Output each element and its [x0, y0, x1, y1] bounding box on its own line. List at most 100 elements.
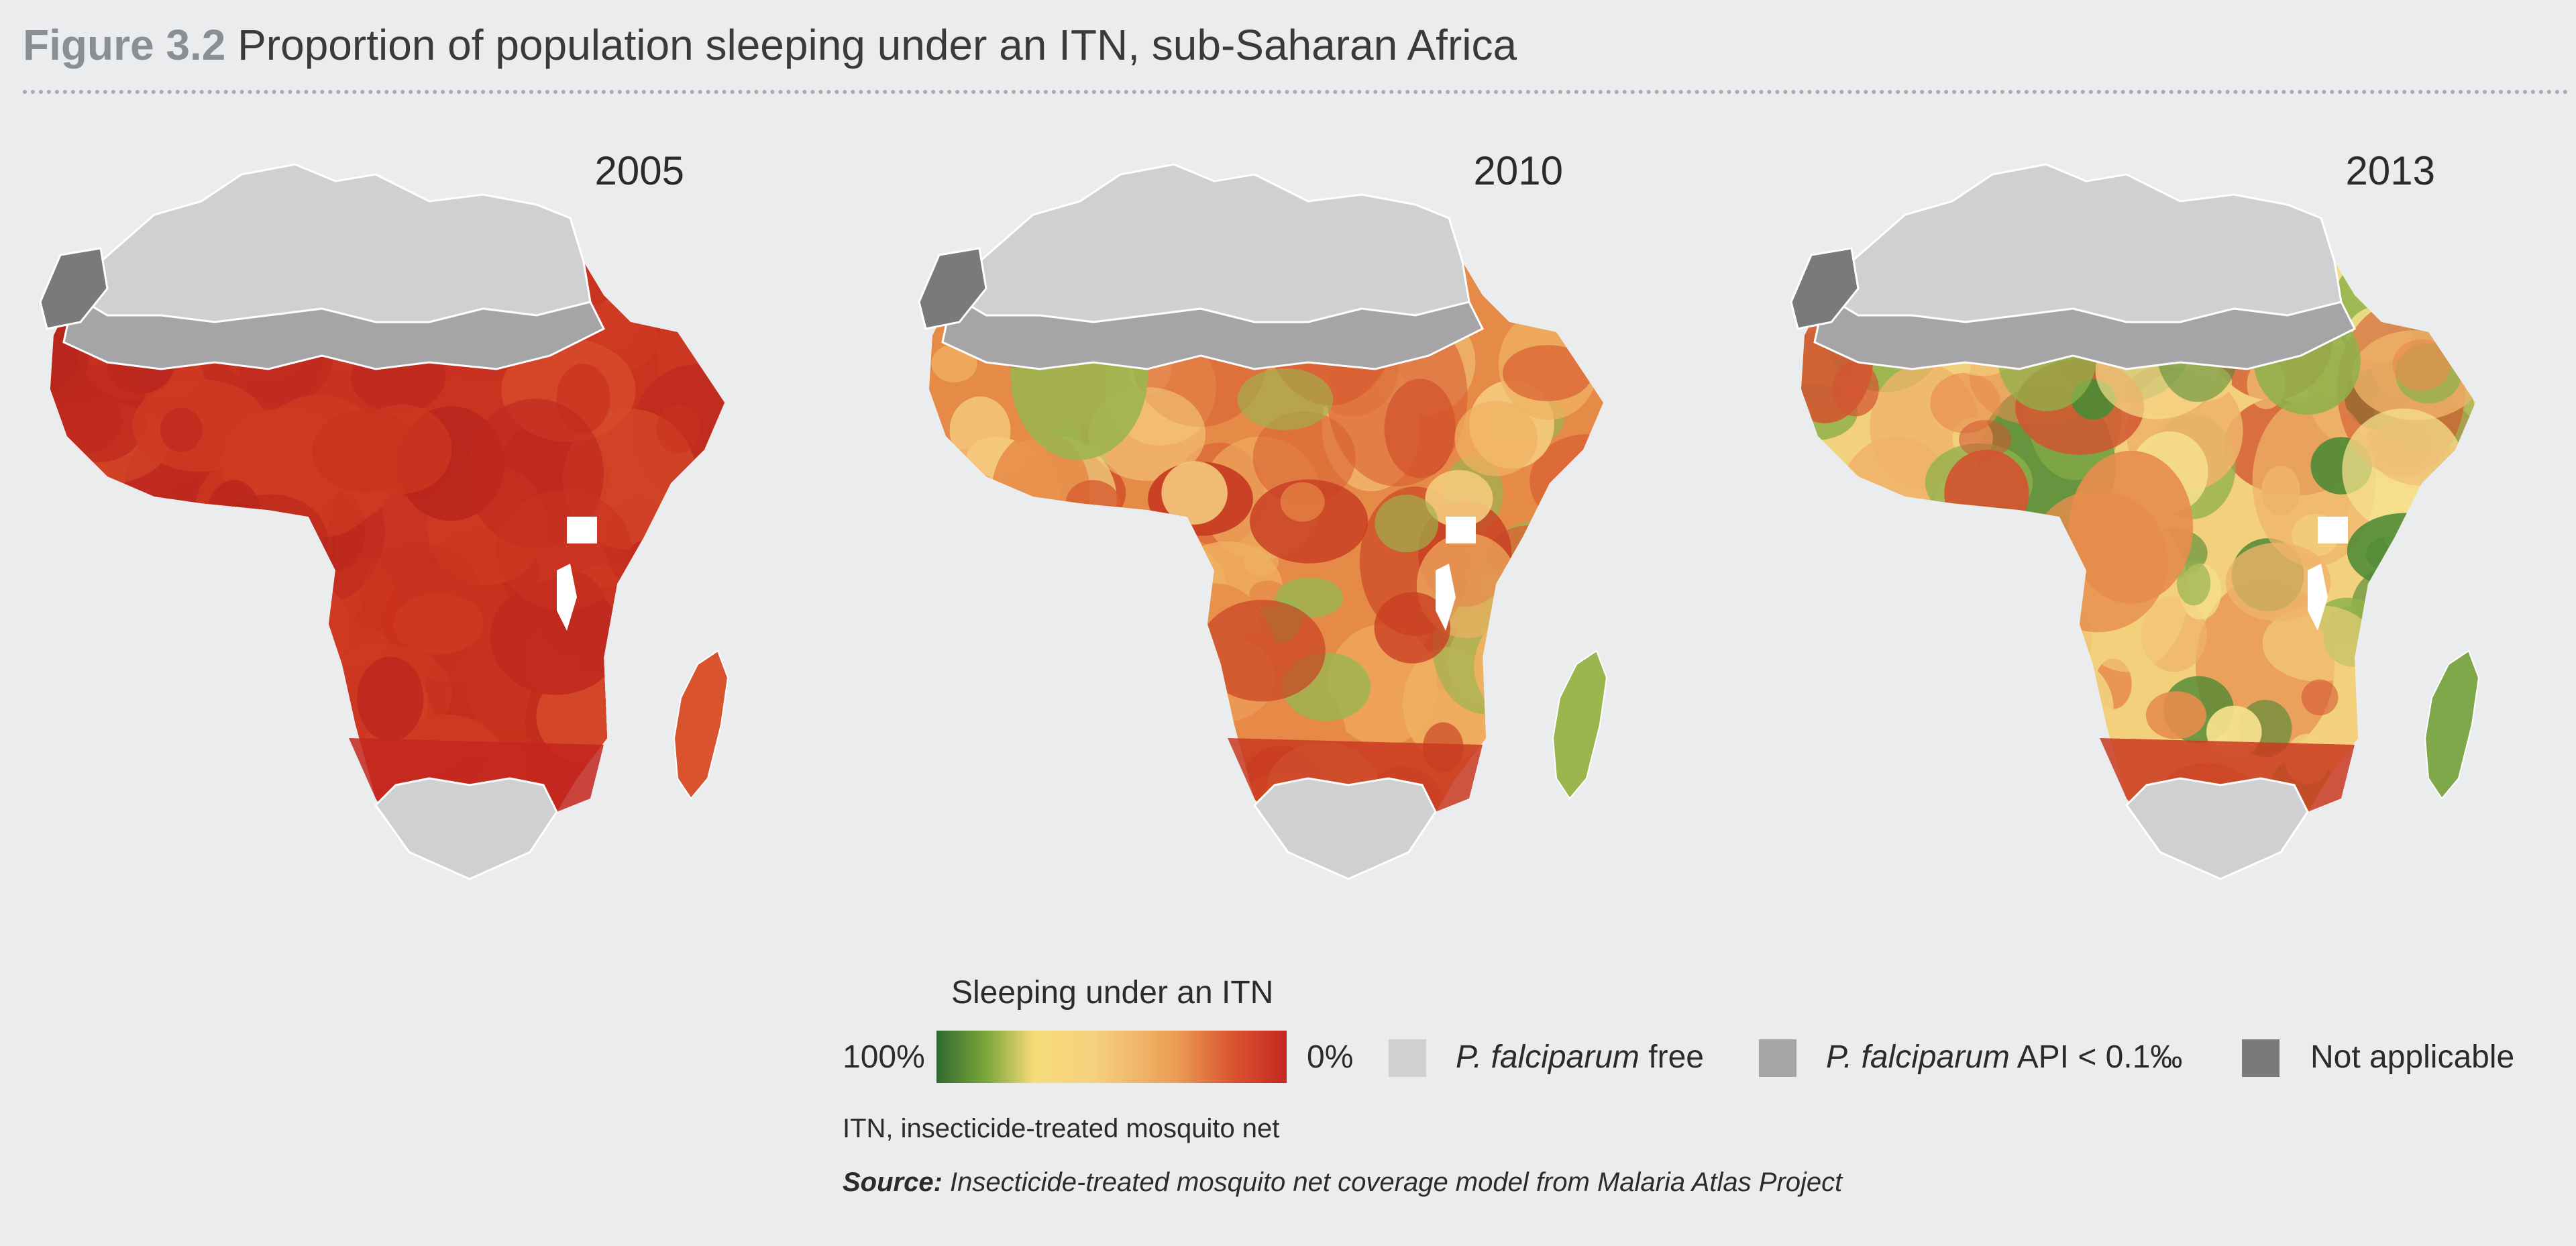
- coverage-patch: [1120, 619, 1155, 661]
- pf-free-region-north: [72, 163, 592, 323]
- coverage-patch: [1949, 827, 2013, 868]
- coverage-patch: [1804, 589, 1849, 631]
- coverage-patch: [2261, 466, 2300, 516]
- coverage-patch: [1199, 599, 1326, 702]
- coverage-patch: [1568, 289, 1603, 332]
- pf-free-region-south: [2125, 777, 2309, 880]
- pf-api-swatch: [1759, 1039, 1796, 1077]
- pf-api-region: [941, 293, 1485, 370]
- coverage-patch: [994, 689, 1097, 794]
- coverage-patch: [50, 748, 139, 879]
- itn-gradient-bar: [936, 1031, 1287, 1083]
- coverage-patch: [2225, 542, 2331, 621]
- coverage-patch: [1170, 840, 1205, 872]
- coverage-patch: [393, 593, 484, 655]
- coverage-patch: [1085, 658, 1134, 723]
- coverage-patch: [1527, 793, 1578, 828]
- coverage-patch: [235, 533, 304, 621]
- coverage-patch: [929, 794, 998, 879]
- coverage-patch: [1801, 555, 1872, 645]
- coverage-patch: [955, 837, 1001, 876]
- coverage-patch: [50, 762, 118, 832]
- coverage-patch: [98, 684, 183, 768]
- coverage-patch: [1518, 827, 1569, 879]
- coverage-patch: [131, 619, 270, 778]
- coverage-patch: [156, 732, 297, 879]
- coverage-patch: [963, 567, 1052, 683]
- source-label: Source:: [843, 1167, 943, 1197]
- coverage-patch: [952, 650, 1017, 709]
- coverage-patch: [2061, 784, 2117, 831]
- coverage-patch: [1243, 546, 1279, 576]
- coverage-patch: [981, 833, 1057, 879]
- coverage-patch: [150, 692, 289, 871]
- coverage-patch: [233, 631, 333, 732]
- coverage-patch: [1841, 599, 1949, 695]
- not-applicable-label-text: Not applicable: [2310, 1039, 2515, 1075]
- coverage-patch: [659, 566, 724, 629]
- coverage-patch: [1891, 631, 1982, 742]
- coverage-patch: [1126, 725, 1214, 781]
- coverage-patch: [1065, 480, 1120, 527]
- coverage-patch: [629, 772, 724, 864]
- coverage-patch: [1374, 592, 1450, 664]
- not-applicable-region: [39, 247, 109, 330]
- coverage-patch: [312, 409, 421, 493]
- source-text: Insecticide-treated mosquito net coverag…: [942, 1167, 1843, 1197]
- pf-api-label: P. falciparum API < 0.1‰: [1826, 1039, 2182, 1076]
- pf-free-region-south: [374, 777, 558, 880]
- africa-map-2010: 2010: [918, 148, 1608, 880]
- not-applicable-region: [918, 247, 987, 330]
- coverage-patch: [1073, 778, 1171, 879]
- coverage-patch: [1829, 723, 1955, 825]
- map-year-label: 2010: [1474, 148, 1563, 193]
- coverage-patch: [258, 739, 329, 807]
- coverage-patch: [1161, 461, 1228, 525]
- coverage-patch: [1801, 636, 1876, 731]
- coverage-patch: [945, 572, 1083, 673]
- coverage-patch: [60, 813, 115, 879]
- coverage-patch: [2347, 513, 2465, 590]
- coverage-patch: [1545, 817, 1603, 879]
- coverage-patch: [984, 519, 1050, 593]
- coverage-patch: [222, 650, 362, 837]
- coverage-patch: [602, 591, 701, 700]
- coverage-patch: [1832, 361, 1879, 417]
- pf-free-label-rest: free: [1639, 1039, 1704, 1075]
- coverage-patch: [50, 460, 113, 581]
- coverage-patch: [128, 804, 231, 879]
- coverage-patch: [94, 719, 210, 828]
- coverage-patch: [951, 584, 1012, 631]
- coverage-patch: [2355, 807, 2475, 879]
- africa-map-2005: 2005: [39, 148, 729, 880]
- coverage-patch: [64, 530, 142, 639]
- pf-free-region-north: [1823, 163, 2343, 323]
- pf-api-region: [62, 293, 606, 370]
- lake: [2308, 564, 2328, 631]
- coverage-patch: [1801, 563, 1904, 687]
- map-row: 2005 2010 2013: [0, 101, 2576, 959]
- coverage-patch: [1435, 829, 1499, 879]
- coverage-patch: [1250, 479, 1368, 564]
- coverage-patch: [1084, 592, 1128, 645]
- madagascar: [2424, 650, 2480, 800]
- coverage-patch: [974, 731, 1044, 780]
- pf-free-region-north: [951, 163, 1470, 323]
- coverage-patch: [1801, 529, 1866, 660]
- lake: [1436, 564, 1456, 631]
- coverage-patch: [142, 722, 239, 791]
- coverage-patch: [1502, 345, 1593, 401]
- map-panel-2005: 2005: [0, 101, 872, 959]
- coverage-patch: [65, 584, 110, 617]
- coverage-patch: [637, 549, 674, 592]
- legend-title: Sleeping under an ITN: [951, 975, 1274, 1010]
- coverage-patch: [1862, 712, 1986, 829]
- coverage-patch: [2331, 835, 2375, 879]
- coverage-patch: [1914, 533, 2033, 622]
- coverage-patch: [1252, 411, 1356, 505]
- coverage-patch: [2392, 339, 2451, 391]
- coverage-patch: [1992, 652, 2114, 766]
- lake: [2318, 517, 2348, 543]
- lake: [1446, 517, 1476, 543]
- coverage-patch: [1930, 372, 2000, 433]
